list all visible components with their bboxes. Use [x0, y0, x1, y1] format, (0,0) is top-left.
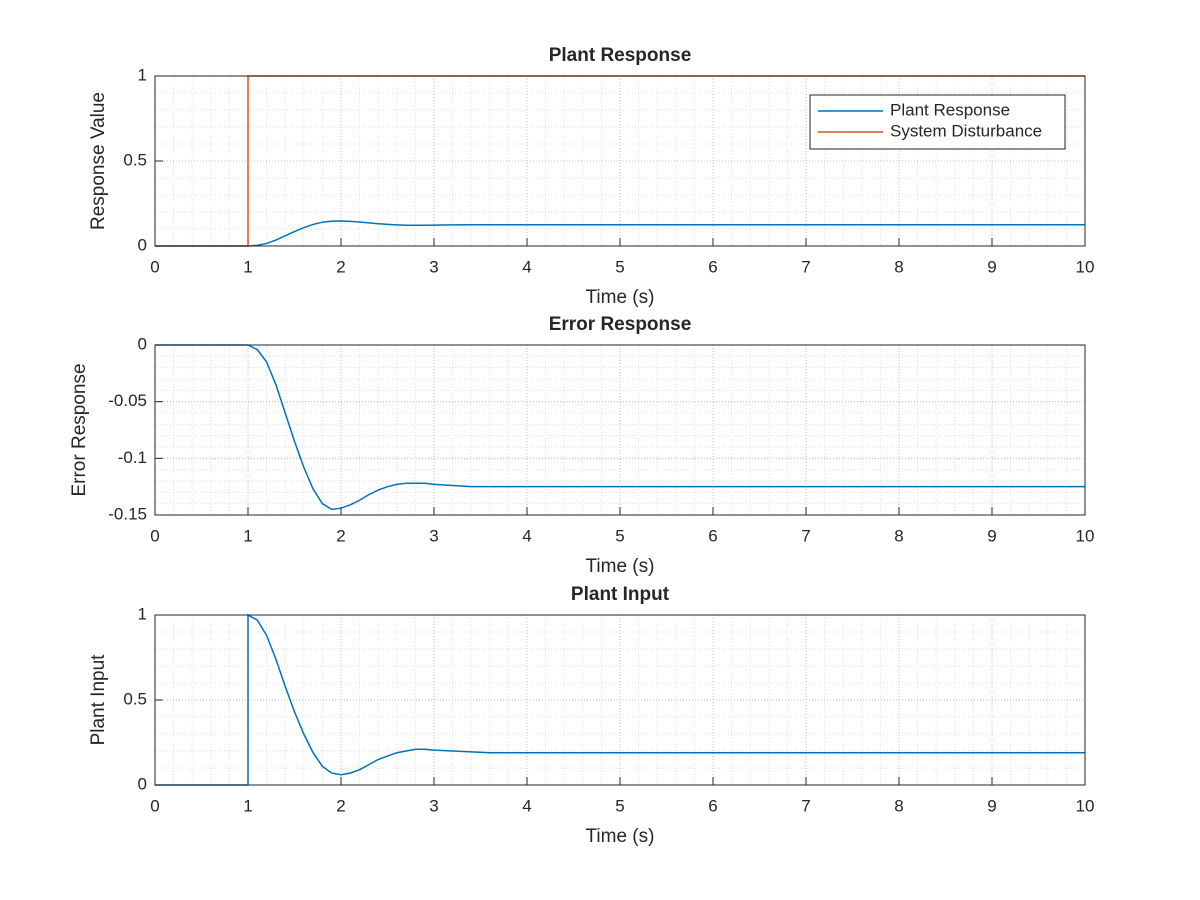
x-tick-label: 10 — [1076, 796, 1095, 815]
chart-title: Error Response — [549, 314, 692, 335]
x-tick-label: 7 — [801, 526, 810, 545]
y-tick-label: 1 — [138, 604, 147, 623]
x-tick-label: 3 — [429, 526, 438, 545]
x-tick-label: 8 — [894, 796, 903, 815]
y-tick-label: 0 — [138, 334, 147, 353]
x-axis-label: Time (s) — [586, 556, 655, 577]
legend-box — [809, 94, 1066, 150]
x-tick-label: 4 — [522, 526, 531, 545]
x-tick-label: 1 — [243, 526, 252, 545]
x-tick-label: 6 — [708, 526, 717, 545]
x-tick-label: 9 — [987, 796, 996, 815]
y-axis-label: Error Response — [69, 363, 90, 496]
line-series — [155, 344, 1085, 511]
x-tick-label: 5 — [615, 526, 624, 545]
chart-title: Plant Response — [549, 45, 692, 66]
y-tick-label: 1 — [138, 65, 147, 84]
x-tick-label: 0 — [150, 257, 159, 276]
x-tick-label: 0 — [150, 526, 159, 545]
x-tick-label: 7 — [801, 257, 810, 276]
chart-title: Plant Input — [571, 584, 670, 605]
x-tick-label: 9 — [987, 257, 996, 276]
x-tick-label: 3 — [429, 257, 438, 276]
x-tick-label: 10 — [1076, 257, 1095, 276]
x-tick-label: 1 — [243, 796, 252, 815]
legend-label: Plant Response — [890, 100, 1010, 119]
x-tick-label: 2 — [336, 526, 345, 545]
x-tick-label: 6 — [708, 257, 717, 276]
y-tick-label: -0.1 — [118, 448, 147, 467]
line-series — [155, 220, 1085, 247]
x-tick-label: 7 — [801, 796, 810, 815]
x-tick-label: 2 — [336, 257, 345, 276]
legend: Plant Response System Disturbance — [809, 94, 1066, 150]
y-tick-label: -0.15 — [108, 504, 147, 523]
x-tick-label: 5 — [615, 257, 624, 276]
y-tick-label: -0.05 — [108, 391, 147, 410]
x-tick-label: 10 — [1076, 526, 1095, 545]
y-tick-label: 0 — [138, 774, 147, 793]
y-tick-label: 0.5 — [123, 689, 147, 708]
x-tick-label: 1 — [243, 257, 252, 276]
y-tick-label: 0 — [138, 235, 147, 254]
x-tick-label: 5 — [615, 796, 624, 815]
x-tick-label: 2 — [336, 796, 345, 815]
x-axis-label: Time (s) — [586, 287, 655, 308]
x-tick-label: 6 — [708, 796, 717, 815]
x-tick-label: 9 — [987, 526, 996, 545]
x-tick-label: 3 — [429, 796, 438, 815]
axes-frame — [154, 75, 1086, 247]
y-axis-label: Response Value — [88, 92, 109, 230]
axes-frame — [154, 344, 1086, 516]
axes-frame — [154, 614, 1086, 786]
x-tick-label: 4 — [522, 796, 531, 815]
x-tick-label: 8 — [894, 526, 903, 545]
x-tick-label: 4 — [522, 257, 531, 276]
line-series — [155, 613, 1085, 786]
x-axis-label: Time (s) — [586, 826, 655, 847]
y-tick-label: 0.5 — [123, 150, 147, 169]
x-tick-label: 0 — [150, 796, 159, 815]
x-tick-label: 8 — [894, 257, 903, 276]
y-axis-label: Plant Input — [88, 654, 109, 746]
legend-label: System Disturbance — [890, 121, 1042, 140]
